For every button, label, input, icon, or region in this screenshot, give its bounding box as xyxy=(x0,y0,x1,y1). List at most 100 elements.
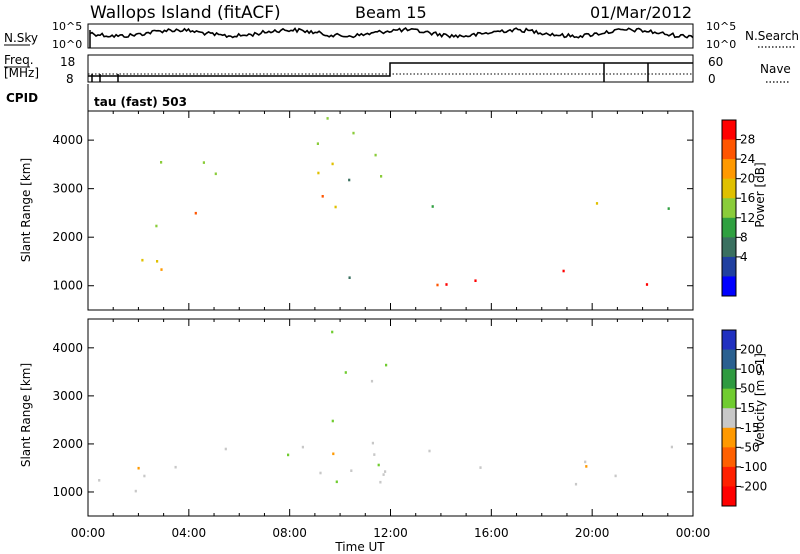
y-tick-label: 1000 xyxy=(52,485,83,499)
heatmap-cell xyxy=(384,470,387,473)
freq-panel: Freq. [MHz] 18 8 60 0 Nave CPID tau (fas… xyxy=(4,53,791,111)
heatmap-cell xyxy=(371,441,374,445)
heatmap-cell xyxy=(160,268,163,271)
velocity-heatmap xyxy=(98,330,673,493)
colorbar-tick-label: 28 xyxy=(740,133,755,147)
y-tick-label: 4000 xyxy=(52,133,83,147)
heatmap-cell xyxy=(344,371,347,374)
colorbar-tick-label: 4 xyxy=(740,250,748,264)
freq-label: Freq. xyxy=(4,53,34,67)
nsearch-tick-bottom: 10^0 xyxy=(706,38,736,51)
heatmap-cell xyxy=(667,207,670,210)
power-heatmap xyxy=(141,117,670,287)
colorbar-tick-label: 20 xyxy=(740,172,755,186)
beam-label: Beam 15 xyxy=(355,3,427,22)
y-tick-label: 3000 xyxy=(52,182,83,196)
heatmap-cell xyxy=(174,465,177,469)
velocity-y-axis: 1000 2000 3000 4000 xyxy=(52,341,693,499)
colorbar-swatch xyxy=(722,120,736,141)
colorbar-frame xyxy=(721,119,737,297)
power-colorbar-label: Power [dB] xyxy=(753,162,767,227)
colorbar-swatch xyxy=(722,256,736,277)
heatmap-cell xyxy=(332,452,335,456)
colorbar-swatch xyxy=(722,330,736,351)
colorbar-tick-label: 200 xyxy=(740,343,763,357)
heatmap-cell xyxy=(584,460,587,464)
time-axis-labels: 00:00 04:00 08:00 12:00 16:00 20:00 00:00 xyxy=(71,526,711,540)
nsky-tick-top: 10^5 xyxy=(52,20,82,33)
freq-tick-bottom: 8 xyxy=(66,72,74,86)
colorbar-swatch xyxy=(722,276,736,297)
heatmap-cell xyxy=(377,463,380,467)
heatmap-cell xyxy=(350,469,353,472)
heatmap-cell xyxy=(156,260,159,263)
freq-trace xyxy=(88,62,693,77)
heatmap-cell xyxy=(301,445,304,449)
colorbar-swatch xyxy=(722,178,736,199)
cpid-mode-text: tau (fast) 503 xyxy=(94,95,187,109)
freq-spikes xyxy=(91,63,649,82)
heatmap-cell xyxy=(585,465,588,468)
nsky-tick-bottom: 10^0 xyxy=(52,38,82,51)
heatmap-cell xyxy=(331,419,334,423)
heatmap-cell xyxy=(331,330,334,334)
heatmap-cell xyxy=(370,379,374,383)
colorbar-swatch xyxy=(722,159,736,180)
colorbar-swatch xyxy=(722,466,736,487)
heatmap-cell xyxy=(670,445,673,449)
heatmap-cell xyxy=(155,224,158,228)
heatmap-cell xyxy=(574,482,578,486)
heatmap-cell xyxy=(595,202,599,205)
date-label: 01/Mar/2012 xyxy=(590,3,692,22)
colorbar-tick-label: 12 xyxy=(740,211,755,225)
nave-tick-top: 60 xyxy=(708,55,723,69)
heatmap-cell xyxy=(319,471,322,475)
time-tick-label: 20:00 xyxy=(575,526,610,540)
time-axis-title: Time UT xyxy=(334,540,385,554)
nave-tick-bottom: 0 xyxy=(708,72,716,86)
cpid-label: CPID xyxy=(6,91,38,105)
heatmap-cell xyxy=(287,453,290,457)
colorbar-tick-label: -15 xyxy=(740,421,760,435)
time-tick-label: 16:00 xyxy=(474,526,509,540)
heatmap-cell xyxy=(373,453,376,456)
heatmap-cell xyxy=(474,279,477,282)
heatmap-cell xyxy=(385,363,388,367)
colorbar-swatch xyxy=(722,388,736,409)
colorbar-swatch xyxy=(722,486,736,507)
colorbar-tick-label: 100 xyxy=(740,362,763,376)
velocity-panel: 1000 2000 3000 4000 Slant Range [km] 200 100… xyxy=(19,318,767,517)
power-y-label: Slant Range [km] xyxy=(19,158,33,262)
power-plot-background xyxy=(88,111,693,310)
heatmap-cell xyxy=(428,449,431,453)
heatmap-cell xyxy=(214,172,217,176)
colorbar-tick-label: 8 xyxy=(740,230,748,244)
heatmap-cell xyxy=(98,479,101,482)
velocity-y-label: Slant Range [km] xyxy=(19,363,33,467)
velocity-plot-background xyxy=(88,319,693,516)
y-tick-label: 2000 xyxy=(52,437,83,451)
power-y-axis: 1000 2000 3000 4000 xyxy=(52,133,693,293)
colorbar-swatch xyxy=(722,408,736,429)
colorbar-swatch xyxy=(722,237,736,258)
heatmap-cell xyxy=(614,474,617,478)
heatmap-cell xyxy=(141,258,144,262)
velocity-x-ticks xyxy=(87,319,694,516)
heatmap-cell xyxy=(321,195,324,198)
heatmap-cell xyxy=(352,131,355,135)
colorbar-tick-label: 24 xyxy=(740,152,755,166)
heatmap-cell xyxy=(374,153,377,157)
heatmap-cell xyxy=(562,269,565,273)
colorbar-swatch xyxy=(722,217,736,238)
heatmap-cell xyxy=(143,474,146,478)
colorbar-tick-label: -50 xyxy=(740,440,760,454)
heatmap-cell xyxy=(194,211,197,215)
heatmap-cell xyxy=(479,466,482,469)
heatmap-cell xyxy=(348,276,351,279)
colorbar-swatch xyxy=(722,369,736,390)
power-colorbar: 28 24 20 16 12 8 4 xyxy=(721,119,755,297)
heatmap-cell xyxy=(348,178,351,182)
nsearch-label: N.Search xyxy=(745,29,799,43)
velocity-colorbar: 200 100 50 15 -15 -50 -100 -200 xyxy=(721,329,767,507)
